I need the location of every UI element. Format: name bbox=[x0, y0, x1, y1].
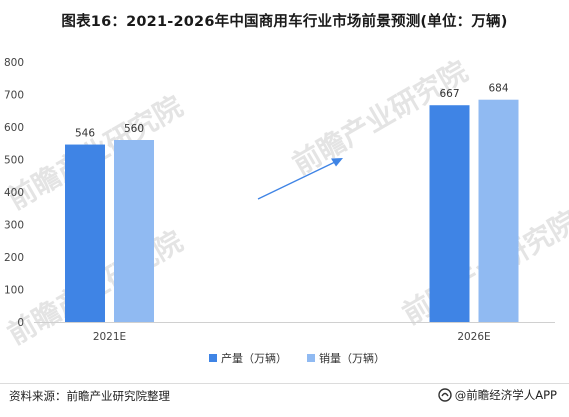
data-label: 667 bbox=[439, 88, 459, 100]
legend-label: 产量（万辆） bbox=[221, 351, 287, 365]
bar bbox=[114, 140, 154, 322]
brand-logo-icon bbox=[438, 388, 452, 402]
x-tick-label: 2026E bbox=[457, 331, 490, 343]
bar bbox=[479, 100, 519, 322]
legend-item: 销量（万辆） bbox=[307, 351, 385, 365]
bar bbox=[65, 145, 105, 322]
legend: 产量（万辆） 销量（万辆） bbox=[209, 351, 385, 365]
y-tick-label: 200 bbox=[4, 252, 24, 264]
y-tick-label: 300 bbox=[4, 220, 24, 232]
y-tick-label: 600 bbox=[4, 122, 24, 134]
legend-item: 产量（万辆） bbox=[209, 351, 287, 365]
bar bbox=[430, 105, 470, 322]
bar-chart: 前瞻产业研究院前瞻产业研究院前瞻产业研究院前瞻产业研究院 01002003004… bbox=[0, 0, 569, 380]
y-tick-label: 700 bbox=[4, 90, 24, 102]
data-label: 560 bbox=[124, 123, 144, 135]
source-note: 资料来源：前瞻产业研究院整理 bbox=[9, 388, 170, 404]
y-tick-label: 500 bbox=[4, 155, 24, 167]
legend-swatch bbox=[209, 354, 217, 362]
data-label: 684 bbox=[488, 83, 508, 95]
y-axis: 0 100 200 300 400 500 600 700 800 bbox=[4, 57, 24, 329]
brand-credit: @前瞻经济学人APP bbox=[438, 387, 557, 403]
y-tick-label: 800 bbox=[4, 57, 24, 69]
data-label: 546 bbox=[75, 128, 95, 140]
y-tick-label: 100 bbox=[4, 285, 24, 297]
legend-label: 销量（万辆） bbox=[319, 351, 385, 365]
x-axis: 2021E 2026E bbox=[34, 323, 555, 344]
x-tick-label: 2021E bbox=[93, 331, 126, 343]
footer-divider bbox=[0, 383, 569, 384]
brand-text: @前瞻经济学人APP bbox=[455, 387, 557, 403]
y-tick-label: 0 bbox=[17, 317, 24, 329]
legend-swatch bbox=[307, 354, 315, 362]
y-tick-label: 400 bbox=[4, 187, 24, 199]
